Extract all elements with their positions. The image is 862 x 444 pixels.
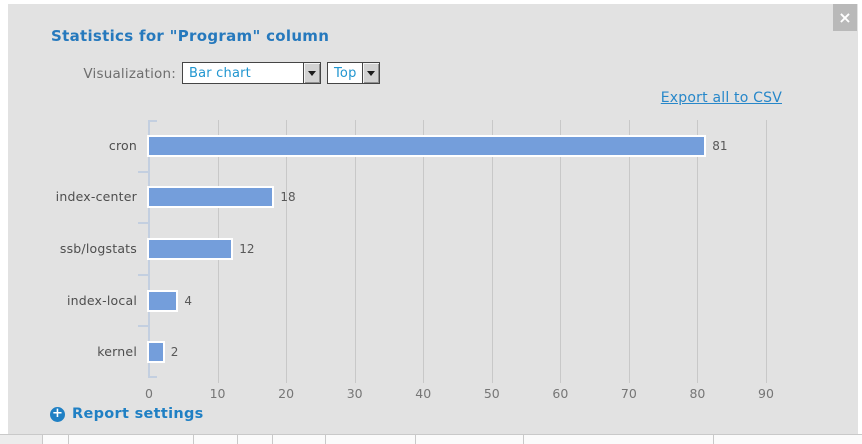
report-settings-link[interactable]: + Report settings: [50, 406, 204, 422]
gridline: [286, 120, 288, 378]
background-table-cell: [0, 435, 42, 444]
gridline: [354, 120, 356, 378]
close-button[interactable]: ×: [833, 4, 857, 31]
x-tick-label: 70: [620, 386, 637, 401]
top-select[interactable]: Top: [327, 62, 380, 84]
y-axis-tick: [138, 273, 148, 276]
dialog-title: Statistics for "Program" column: [51, 27, 330, 45]
bar-value-label: 18: [280, 190, 296, 205]
x-axis-tick: [491, 378, 493, 383]
gridline: [697, 120, 699, 378]
chart-type-select-dropdown-button[interactable]: [303, 63, 320, 83]
x-tick-label: 10: [209, 386, 226, 401]
background-table-divider: [42, 435, 43, 444]
x-axis-tick: [217, 378, 219, 383]
background-table-edge: [0, 434, 862, 444]
x-axis-tick: [766, 378, 767, 383]
statistics-modal: × Statistics for "Program" column Visual…: [8, 4, 858, 434]
export-csv-link[interactable]: Export all to CSV: [660, 90, 782, 106]
x-axis-tick: [628, 378, 630, 383]
gridline: [628, 120, 630, 378]
top-select-dropdown-button[interactable]: [362, 63, 379, 83]
x-axis-tick: [560, 378, 562, 383]
bar-chart: 0 10 20 30 40 50 60 70 80 90 cron 81 index-center 18 s…: [8, 4, 858, 434]
y-axis-tick: [138, 170, 148, 173]
y-axis-tick: [138, 222, 148, 225]
y-axis-tick: [138, 325, 148, 328]
category-label: cron: [108, 137, 137, 153]
bar-value-label: 2: [170, 345, 179, 360]
bar: [147, 341, 165, 364]
close-icon: ×: [838, 7, 852, 27]
category-label: index-center: [55, 189, 137, 205]
category-label: ssb/logstats: [59, 241, 137, 256]
bar: [147, 289, 179, 312]
background-table-divider: [325, 435, 326, 444]
x-axis-tick: [286, 378, 288, 383]
background-table-divider: [523, 435, 524, 444]
top-select-value: Top: [334, 66, 357, 81]
chart-type-select-value: Bar chart: [189, 66, 251, 81]
x-axis-tick: [697, 378, 699, 383]
visualization-label: Visualization:: [83, 66, 176, 82]
x-tick-label: 60: [552, 386, 569, 401]
category-label: index-local: [66, 292, 137, 308]
background-table-divider: [272, 435, 273, 444]
gridline: [423, 120, 425, 378]
gridline: [766, 120, 767, 378]
y-axis-top-foot: [148, 120, 157, 122]
y-axis-bottom-foot: [148, 376, 157, 378]
x-tick-label: 80: [689, 386, 706, 401]
chevron-down-icon: [308, 70, 316, 76]
x-axis-tick: [354, 378, 356, 383]
report-settings-label: Report settings: [72, 406, 204, 422]
bar-value-label: 4: [184, 293, 193, 308]
background-table-divider: [237, 435, 238, 444]
x-tick-label: 20: [278, 386, 295, 401]
x-axis-tick: [423, 378, 425, 383]
x-tick-label: 90: [758, 386, 774, 401]
x-tick-label: 30: [346, 386, 363, 401]
plus-icon: +: [50, 406, 65, 422]
chevron-down-icon: [367, 70, 375, 76]
bar-value-label: 81: [712, 138, 728, 153]
background-table-divider: [68, 435, 69, 444]
chart-type-select[interactable]: Bar chart: [182, 62, 321, 84]
bar: [147, 134, 707, 157]
background-table-divider: [193, 435, 194, 444]
background-table-divider: [713, 435, 714, 444]
x-tick-label: 40: [415, 386, 432, 401]
x-tick-label: 0: [145, 386, 153, 401]
category-label: kernel: [97, 344, 137, 360]
bar: [147, 186, 275, 209]
background-table-divider: [415, 435, 416, 444]
gridline: [491, 120, 493, 378]
gridline: [560, 120, 562, 378]
x-tick-label: 50: [483, 386, 500, 401]
bar-value-label: 12: [239, 242, 255, 256]
bar: [147, 238, 234, 260]
